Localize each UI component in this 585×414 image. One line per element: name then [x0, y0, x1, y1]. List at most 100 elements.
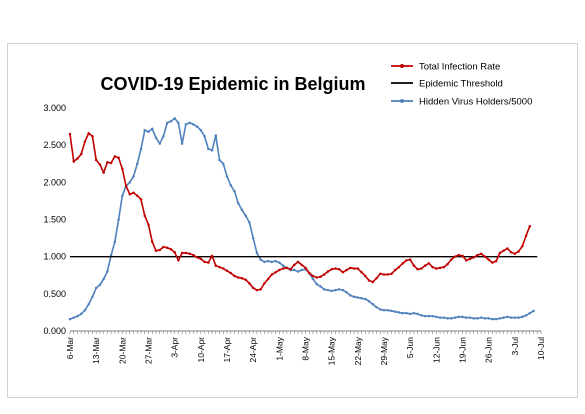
- data-point-hidden-virus-holders-5000: [207, 147, 210, 151]
- data-point-total-infection-rate: [517, 250, 520, 253]
- data-point-hidden-virus-holders-5000: [195, 125, 199, 128]
- data-point-total-infection-rate: [371, 280, 375, 284]
- data-point-total-infection-rate: [319, 275, 322, 278]
- data-point-total-infection-rate: [442, 265, 446, 269]
- data-point-hidden-virus-holders-5000: [255, 251, 259, 255]
- data-point-total-infection-rate: [240, 276, 244, 280]
- data-point-total-infection-rate: [150, 240, 154, 244]
- data-point-hidden-virus-holders-5000: [416, 312, 419, 316]
- data-point-hidden-virus-holders-5000: [113, 240, 117, 244]
- data-point-hidden-virus-holders-5000: [188, 121, 191, 125]
- data-point-hidden-virus-holders-5000: [173, 117, 176, 120]
- data-point-total-infection-rate: [345, 268, 348, 272]
- data-point-hidden-virus-holders-5000: [491, 317, 494, 321]
- data-point-total-infection-rate: [192, 253, 195, 257]
- data-point-total-infection-rate: [509, 250, 513, 254]
- data-point-total-infection-rate: [438, 266, 442, 270]
- data-point-hidden-virus-holders-5000: [278, 261, 281, 264]
- data-point-hidden-virus-holders-5000: [322, 288, 326, 291]
- x-tick-label: 20-Mar: [117, 337, 127, 364]
- data-point-hidden-virus-holders-5000: [337, 288, 341, 291]
- data-point-hidden-virus-holders-5000: [147, 130, 150, 134]
- data-point-total-infection-rate: [487, 258, 490, 261]
- data-point-hidden-virus-holders-5000: [225, 175, 229, 178]
- data-point-total-infection-rate: [408, 258, 412, 261]
- data-point-total-infection-rate: [117, 156, 120, 160]
- data-point-total-infection-rate: [393, 268, 397, 272]
- data-point-total-infection-rate: [431, 265, 434, 269]
- data-point-hidden-virus-holders-5000: [121, 194, 124, 197]
- data-point-hidden-virus-holders-5000: [386, 308, 389, 312]
- data-point-hidden-virus-holders-5000: [502, 316, 505, 319]
- data-point-total-infection-rate: [147, 223, 150, 226]
- data-point-total-infection-rate: [83, 140, 87, 143]
- data-point-total-infection-rate: [461, 254, 464, 258]
- data-point-total-infection-rate: [184, 251, 188, 255]
- data-point-hidden-virus-holders-5000: [483, 317, 487, 320]
- data-point-total-infection-rate: [521, 245, 524, 248]
- data-point-hidden-virus-holders-5000: [352, 295, 356, 299]
- data-point-total-infection-rate: [401, 262, 404, 265]
- data-point-hidden-virus-holders-5000: [218, 158, 221, 162]
- data-point-hidden-virus-holders-5000: [345, 291, 348, 294]
- series-line-total-infection-rate: [69, 132, 531, 291]
- x-tick-label: 27-Mar: [144, 337, 154, 364]
- data-point-hidden-virus-holders-5000: [87, 302, 90, 306]
- data-point-hidden-virus-holders-5000: [240, 208, 244, 212]
- data-point-hidden-virus-holders-5000: [109, 253, 113, 257]
- y-tick-label: 1.000: [43, 252, 66, 262]
- data-point-total-infection-rate: [225, 269, 229, 273]
- data-point-total-infection-rate: [281, 267, 285, 270]
- data-point-hidden-virus-holders-5000: [136, 162, 139, 165]
- data-point-total-infection-rate: [233, 274, 236, 278]
- data-point-total-infection-rate: [356, 267, 360, 270]
- data-point-total-infection-rate: [453, 255, 457, 258]
- data-point-total-infection-rate: [218, 265, 221, 269]
- data-point-total-infection-rate: [502, 249, 505, 252]
- data-point-hidden-virus-holders-5000: [517, 316, 520, 319]
- data-point-hidden-virus-holders-5000: [169, 120, 173, 123]
- data-point-total-infection-rate: [79, 152, 83, 156]
- data-point-total-infection-rate: [203, 260, 206, 264]
- x-tick-label: 6-Mar: [65, 337, 75, 359]
- data-point-hidden-virus-holders-5000: [315, 282, 318, 286]
- legend-marker: [400, 64, 404, 68]
- data-point-hidden-virus-holders-5000: [248, 221, 251, 224]
- data-point-hidden-virus-holders-5000: [472, 317, 475, 320]
- data-point-total-infection-rate: [397, 265, 401, 269]
- data-point-total-infection-rate: [352, 267, 356, 270]
- data-point-hidden-virus-holders-5000: [412, 311, 416, 315]
- data-point-hidden-virus-holders-5000: [102, 277, 105, 281]
- data-point-total-infection-rate: [72, 160, 75, 163]
- data-point-total-infection-rate: [289, 268, 292, 271]
- x-tick-label: 5-Jun: [405, 337, 415, 359]
- data-point-hidden-virus-holders-5000: [214, 134, 218, 137]
- data-point-hidden-virus-holders-5000: [420, 314, 423, 317]
- data-point-hidden-virus-holders-5000: [203, 135, 206, 138]
- data-point-hidden-virus-holders-5000: [154, 136, 158, 139]
- data-point-total-infection-rate: [483, 255, 487, 258]
- data-point-hidden-virus-holders-5000: [236, 201, 240, 205]
- data-point-total-infection-rate: [180, 251, 184, 255]
- data-point-total-infection-rate: [106, 161, 109, 164]
- data-point-total-infection-rate: [248, 282, 251, 285]
- x-tick-label: 10-Jul: [536, 337, 546, 360]
- data-point-hidden-virus-holders-5000: [270, 260, 274, 264]
- data-point-total-infection-rate: [68, 132, 72, 136]
- data-point-total-infection-rate: [229, 271, 232, 275]
- data-point-total-infection-rate: [188, 252, 191, 255]
- data-point-total-infection-rate: [236, 276, 240, 279]
- data-point-total-infection-rate: [169, 247, 173, 251]
- data-point-hidden-virus-holders-5000: [222, 162, 225, 165]
- data-point-hidden-virus-holders-5000: [233, 190, 236, 193]
- data-point-total-infection-rate: [307, 271, 311, 275]
- data-point-hidden-virus-holders-5000: [106, 270, 109, 273]
- data-point-hidden-virus-holders-5000: [532, 309, 535, 313]
- data-point-hidden-virus-holders-5000: [177, 121, 180, 125]
- data-point-total-infection-rate: [266, 277, 270, 281]
- data-point-total-infection-rate: [195, 256, 199, 259]
- data-point-total-infection-rate: [109, 161, 113, 165]
- data-point-total-infection-rate: [278, 268, 281, 272]
- x-tick-label: 29-May: [379, 336, 389, 365]
- y-axis-ticks: 0.000 0.500 1.000 1.500 2.000 2.500 3.000: [43, 103, 66, 336]
